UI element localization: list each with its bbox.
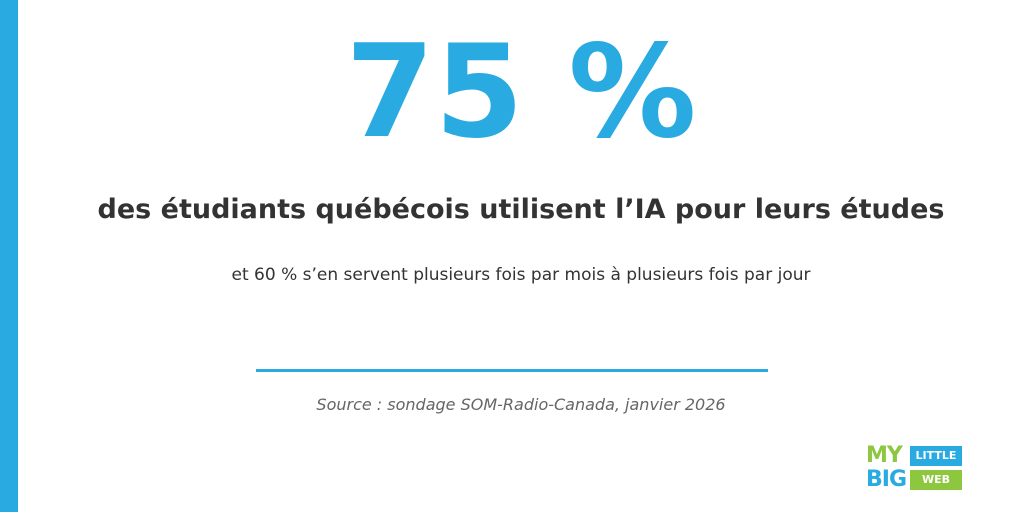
stat: 75 % <box>345 18 697 167</box>
headline: des étudiants québécois utilisent l’IA p… <box>97 194 945 225</box>
divider <box>256 369 768 372</box>
logo-my: MY <box>866 443 903 468</box>
logo-big: BIG <box>866 467 907 492</box>
source: Source : sondage SOM-Radio-Canada, janvi… <box>316 395 726 414</box>
logo: MY LITTLE BIG WEB <box>866 444 966 492</box>
subline: et 60 % s’en servent plusieurs fois par … <box>231 265 811 285</box>
logo-web: WEB <box>910 470 962 490</box>
accent-bar <box>0 0 18 512</box>
logo-little: LITTLE <box>910 446 962 466</box>
